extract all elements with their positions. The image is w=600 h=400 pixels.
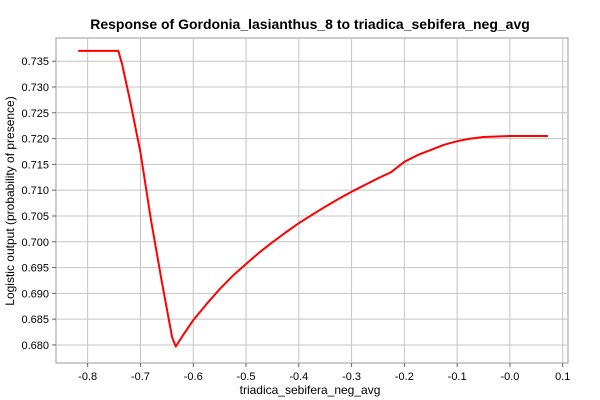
- x-tick-label: -0.1: [448, 371, 467, 383]
- x-tick-label: -0.8: [78, 371, 97, 383]
- x-axis-label: triadica_sebifera_neg_avg: [240, 383, 381, 397]
- x-tick-label: -0.6: [184, 371, 203, 383]
- y-tick-label: 0.705: [21, 211, 49, 223]
- chart-title: Response of Gordonia_lasianthus_8 to tri…: [90, 16, 530, 32]
- y-tick-label: 0.735: [21, 56, 49, 68]
- plot-area: [55, 37, 569, 364]
- y-axis-ticks: 0.680 0.685 0.690 0.695 0.700 0.705 0.710 0.715…: [21, 56, 56, 352]
- y-tick-label: 0.725: [21, 108, 49, 120]
- grid-lines: [56, 38, 568, 363]
- y-tick-label: 0.720: [21, 134, 49, 146]
- y-tick-label: 0.700: [21, 237, 49, 249]
- x-tick-label: -0.4: [289, 371, 308, 383]
- y-tick-label: 0.695: [21, 263, 49, 275]
- series-line: [78, 49, 548, 348]
- y-tick-label: 0.685: [21, 314, 49, 326]
- y-tick-label: 0.690: [21, 288, 49, 300]
- x-tick-label: -0.5: [237, 371, 256, 383]
- series-layer: [78, 49, 548, 348]
- y-axis-label: Logistic output (probability of presence…: [3, 96, 17, 305]
- x-tick-label: -0.7: [131, 371, 150, 383]
- x-tick-label: -0.0: [500, 371, 519, 383]
- y-tick-label: 0.710: [21, 185, 49, 197]
- x-axis-ticks: -0.8 -0.7 -0.6 -0.5 -0.4 -0.3 -0.2 -0.1 -0.0 0.1: [78, 363, 570, 383]
- x-tick-label: 0.1: [555, 371, 570, 383]
- x-tick-label: -0.2: [395, 371, 414, 383]
- y-tick-label: 0.680: [21, 340, 49, 352]
- y-tick-label: 0.730: [21, 82, 49, 94]
- y-tick-label: 0.715: [21, 159, 49, 171]
- x-tick-label: -0.3: [342, 371, 361, 383]
